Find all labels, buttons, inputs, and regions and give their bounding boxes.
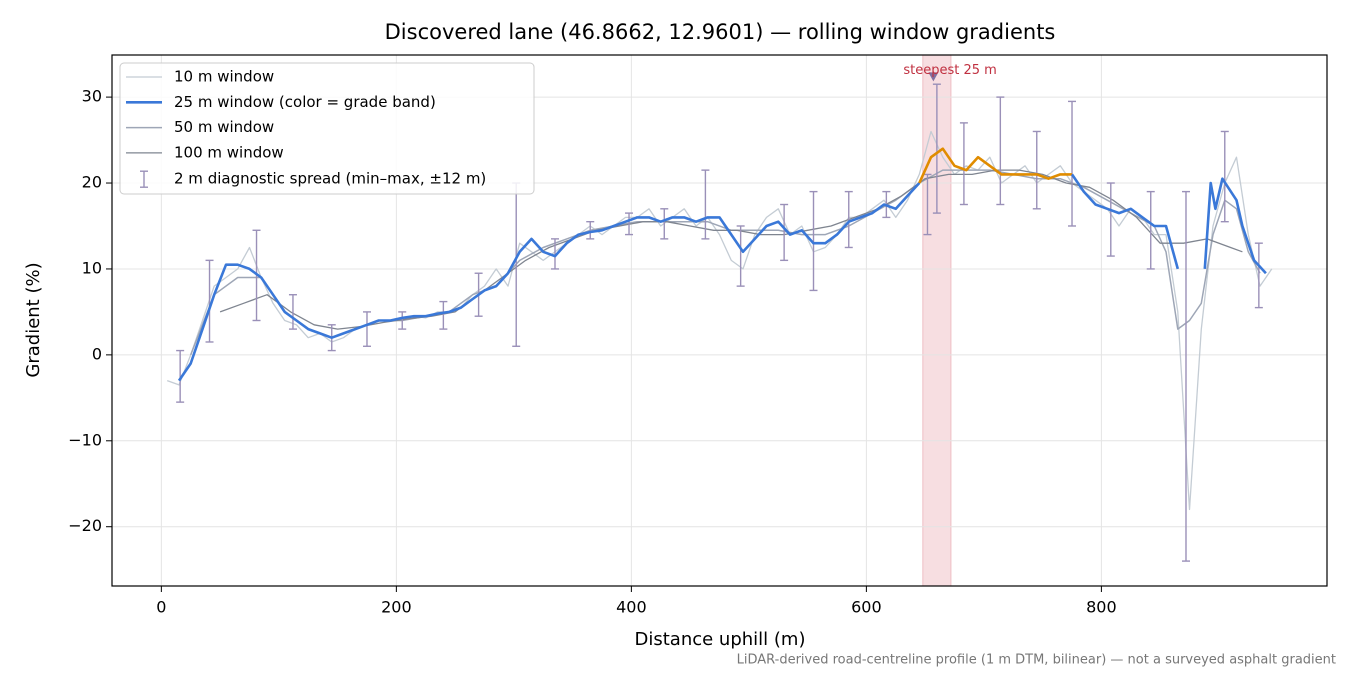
error-bar <box>996 96 1005 206</box>
error-bar <box>1068 100 1077 227</box>
error-bar <box>550 238 559 270</box>
error-bar <box>959 122 968 206</box>
y-tick-label: −10 <box>68 430 102 449</box>
error-bar <box>362 311 371 347</box>
y-tick-label: 10 <box>82 258 102 277</box>
legend-label: 50 m window <box>174 118 274 136</box>
error-bar <box>288 294 297 330</box>
error-bar <box>780 203 789 262</box>
x-tick-label: 400 <box>616 598 647 617</box>
error-bar <box>1254 242 1263 309</box>
error-bar <box>844 190 853 249</box>
y-tick-label: 30 <box>82 87 102 106</box>
series-line <box>1070 173 1180 270</box>
error-bar <box>1032 130 1041 210</box>
legend-label: 25 m window (color = grade band) <box>174 93 436 111</box>
error-bar <box>625 212 634 236</box>
error-bar <box>932 83 941 214</box>
error-bar <box>1220 130 1229 223</box>
error-bar <box>736 225 745 287</box>
legend-label: 2 m diagnostic spread (min–max, ±12 m) <box>174 170 486 188</box>
y-axis-label: Gradient (%) <box>23 262 44 377</box>
legend-label: 100 m window <box>174 143 284 161</box>
legend-label: 10 m window <box>174 68 274 86</box>
legend-box <box>119 62 535 195</box>
x-tick-label: 0 <box>156 598 166 617</box>
x-axis-label: Distance uphill (m) <box>635 629 806 650</box>
error-bar <box>176 349 185 403</box>
error-bar <box>923 173 932 236</box>
error-bar <box>439 300 448 330</box>
error-bar <box>398 311 407 330</box>
y-tick-label: −20 <box>68 516 102 535</box>
steepest-marker <box>928 72 939 82</box>
y-tick-label: 0 <box>92 344 102 363</box>
axes-frame <box>111 54 1328 587</box>
annotation-label: steepest 25 m <box>903 63 996 78</box>
series-line <box>1203 177 1267 275</box>
chart-title: Discovered lane (46.8662, 12.9601) — rol… <box>385 20 1056 44</box>
y-tick-label: 20 <box>82 173 102 192</box>
error-bar <box>586 220 595 240</box>
x-tick-label: 200 <box>381 598 412 617</box>
plot-area <box>166 83 1273 562</box>
error-bar <box>809 190 818 292</box>
error-bar <box>1146 190 1155 270</box>
x-tick-label: 600 <box>851 598 882 617</box>
x-tick-label: 800 <box>1086 598 1117 617</box>
footnote: LiDAR-derived road-centreline profile (1… <box>737 653 1336 668</box>
error-bar <box>1106 182 1115 257</box>
error-bar <box>1181 190 1190 562</box>
legend: 10 m window 25 m window (color = grade ba… <box>119 62 535 195</box>
error-bar <box>660 208 669 240</box>
error-bar <box>205 259 214 343</box>
error-bar <box>701 169 710 240</box>
series-line <box>177 182 921 382</box>
grade-band-line <box>918 147 1072 184</box>
